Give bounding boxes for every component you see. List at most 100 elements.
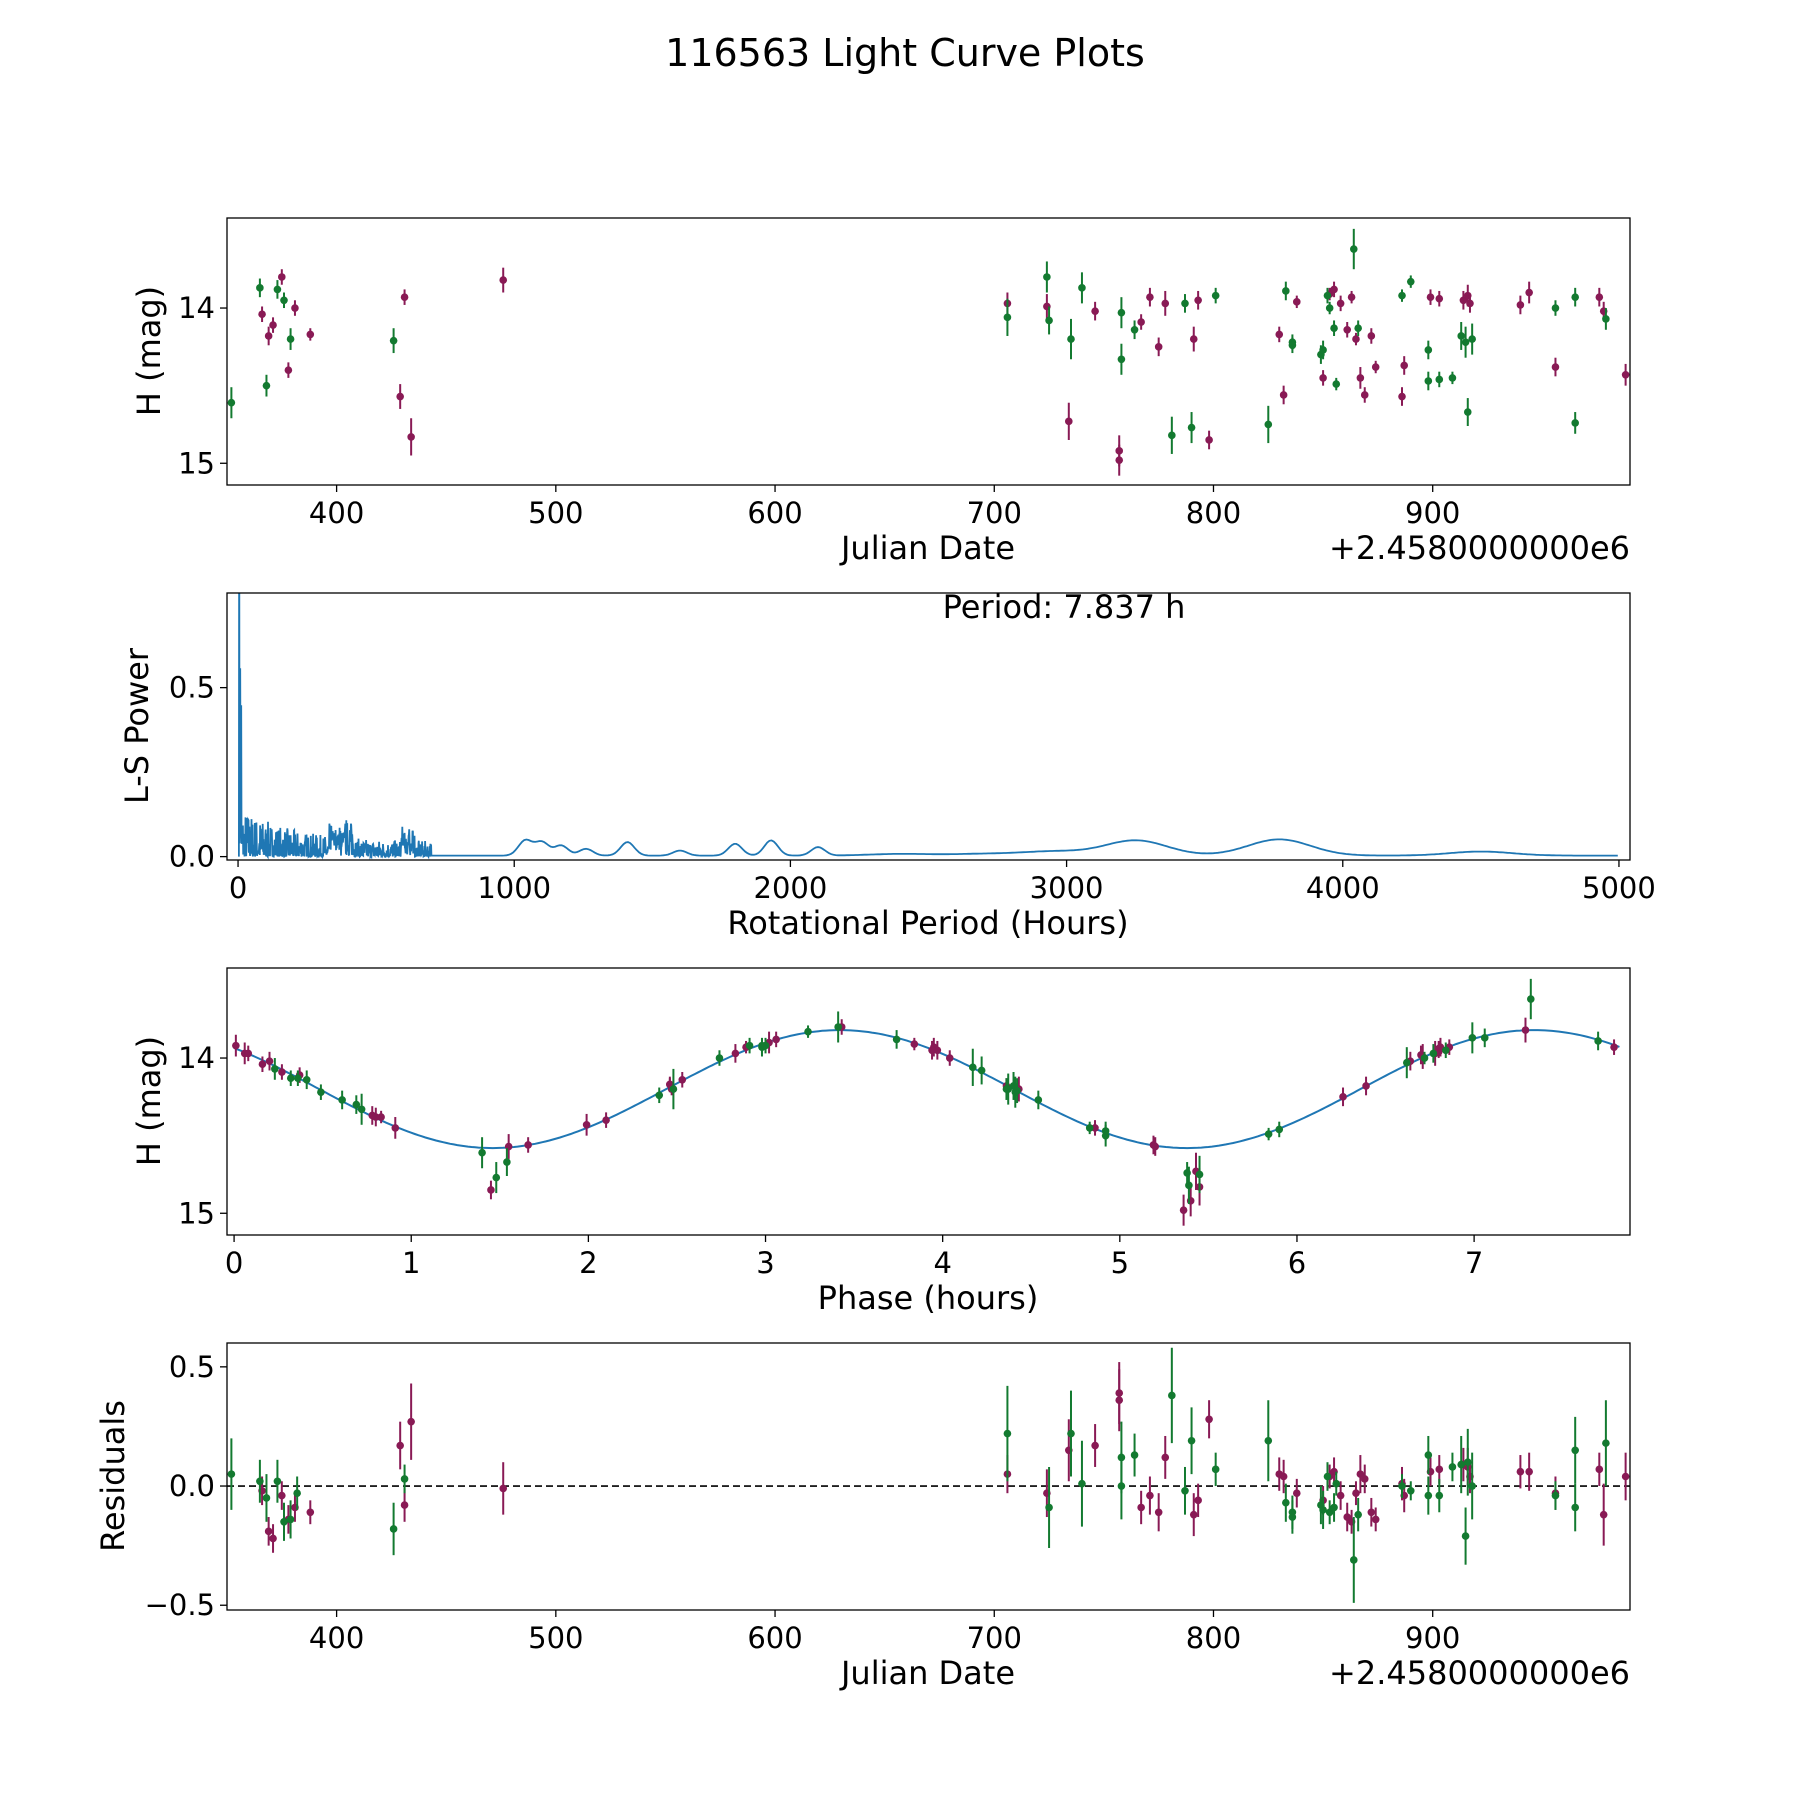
lightcurve-point (227, 398, 236, 407)
lightcurve-point (273, 285, 282, 294)
phased-point (278, 1068, 286, 1076)
phased-point (265, 1057, 274, 1065)
residuals-point (1323, 1472, 1332, 1481)
periodogram-xlabel: Rotational Period (Hours) (727, 904, 1128, 942)
phased-frame (226, 967, 1631, 1236)
lightcurve-ticks: 400 500 600 700 800 900 15 14 (178, 291, 1460, 530)
phased-point (1275, 1125, 1284, 1134)
phased-point (232, 1041, 240, 1050)
residuals-ytick-label: −0.5 (145, 1588, 215, 1622)
phased-point (1468, 1034, 1477, 1042)
phased-point (524, 1141, 532, 1149)
lightcurve-point (1352, 335, 1360, 343)
phased-point (804, 1027, 812, 1036)
residuals-point (499, 1484, 508, 1493)
periodogram-panel: 0 1000 2000 3000 4000 5000 0.0 0.5 Period: 7.83… (118, 588, 1656, 942)
phased-point (758, 1043, 766, 1051)
residuals-point (1330, 1503, 1338, 1512)
residuals-point (1463, 1458, 1472, 1466)
residuals-point (1406, 1487, 1415, 1495)
residuals-point (1181, 1487, 1189, 1495)
residuals-xtick-label: 700 (967, 1621, 1022, 1655)
phased-point (1179, 1206, 1188, 1214)
lightcurve-point (1275, 330, 1284, 339)
residuals-point (1211, 1465, 1220, 1474)
phased-point (244, 1049, 253, 1058)
lightcurve-point (1115, 447, 1124, 455)
phased-point (945, 1054, 954, 1062)
phased-point (357, 1105, 366, 1114)
residuals-point (396, 1441, 404, 1450)
lightcurve-point (306, 330, 315, 339)
lightcurve-point (1349, 245, 1358, 253)
residuals-point (1292, 1489, 1301, 1497)
lightcurve-xtick-label: 700 (967, 496, 1022, 530)
phased-point (910, 1040, 919, 1048)
lightcurve-point (1078, 284, 1086, 292)
lightcurve-point (1343, 325, 1352, 334)
lightcurve-point (258, 310, 266, 319)
lightcurve-xtick-label: 900 (1405, 496, 1460, 530)
lightcurve-point (1187, 423, 1196, 432)
phased-point (1610, 1043, 1618, 1051)
lightcurve-point (1330, 285, 1338, 294)
lightcurve-point (1292, 298, 1301, 306)
residuals-point (1168, 1391, 1176, 1400)
residuals-point (1448, 1463, 1457, 1471)
residuals-point (389, 1525, 398, 1533)
residuals-point (1137, 1503, 1145, 1512)
residuals-point (1189, 1510, 1198, 1519)
phased-point (731, 1049, 740, 1058)
residuals-point (256, 1477, 264, 1486)
phased-point (1195, 1170, 1204, 1179)
residuals-ylabel: Residuals (94, 1400, 132, 1552)
residuals-point (1424, 1491, 1433, 1500)
periodogram-ytick-label: 0.5 (169, 671, 215, 705)
residuals-point (1194, 1496, 1202, 1505)
residuals-point (1187, 1436, 1196, 1445)
residuals-point (1360, 1475, 1369, 1483)
residuals-point (1457, 1460, 1466, 1469)
lightcurve-point (269, 321, 277, 329)
phased-ytick-label: 15 (178, 1196, 215, 1230)
residuals-point (1435, 1491, 1444, 1500)
phased-xtick-label: 2 (579, 1246, 597, 1280)
residuals-point (1352, 1489, 1360, 1497)
lightcurve-point (1468, 335, 1476, 343)
phased-point (1441, 1046, 1450, 1055)
residuals-point (227, 1470, 236, 1478)
lightcurve-point (256, 284, 264, 292)
residuals-point (1371, 1515, 1380, 1524)
lightcurve-points (227, 228, 1630, 476)
residuals-point (264, 1527, 273, 1536)
phased-point (582, 1120, 591, 1129)
lightcurve-point (1154, 343, 1163, 351)
residuals-point (1091, 1441, 1099, 1450)
phased-point (669, 1085, 678, 1093)
residuals-point (1045, 1503, 1053, 1512)
lightcurve-point (1205, 436, 1213, 444)
phased-point (271, 1065, 279, 1073)
phased-point (602, 1116, 610, 1124)
lightcurve-point (1354, 324, 1362, 333)
lightcurve-point (1367, 332, 1376, 340)
phased-point (352, 1100, 361, 1109)
residuals-point (400, 1475, 409, 1483)
periodogram-frame (226, 592, 1631, 861)
residuals-point (1130, 1451, 1139, 1459)
periodogram-xtick-label: 3000 (1030, 871, 1104, 905)
phased-point (1183, 1169, 1191, 1177)
residuals-point (306, 1508, 315, 1517)
residuals-point (1435, 1465, 1444, 1474)
lightcurve-point (396, 392, 404, 401)
phased-point (745, 1041, 754, 1050)
lightcurve-point (280, 296, 288, 305)
phased-point (1594, 1037, 1602, 1045)
lightcurve-point (1336, 299, 1345, 308)
lightcurve-point (1117, 355, 1126, 364)
residuals-point (1067, 1429, 1075, 1438)
phased-point (338, 1096, 346, 1104)
lightcurve-xtick-label: 600 (747, 496, 802, 530)
lightcurve-point (1621, 370, 1630, 379)
lightcurve-point (1065, 417, 1073, 426)
